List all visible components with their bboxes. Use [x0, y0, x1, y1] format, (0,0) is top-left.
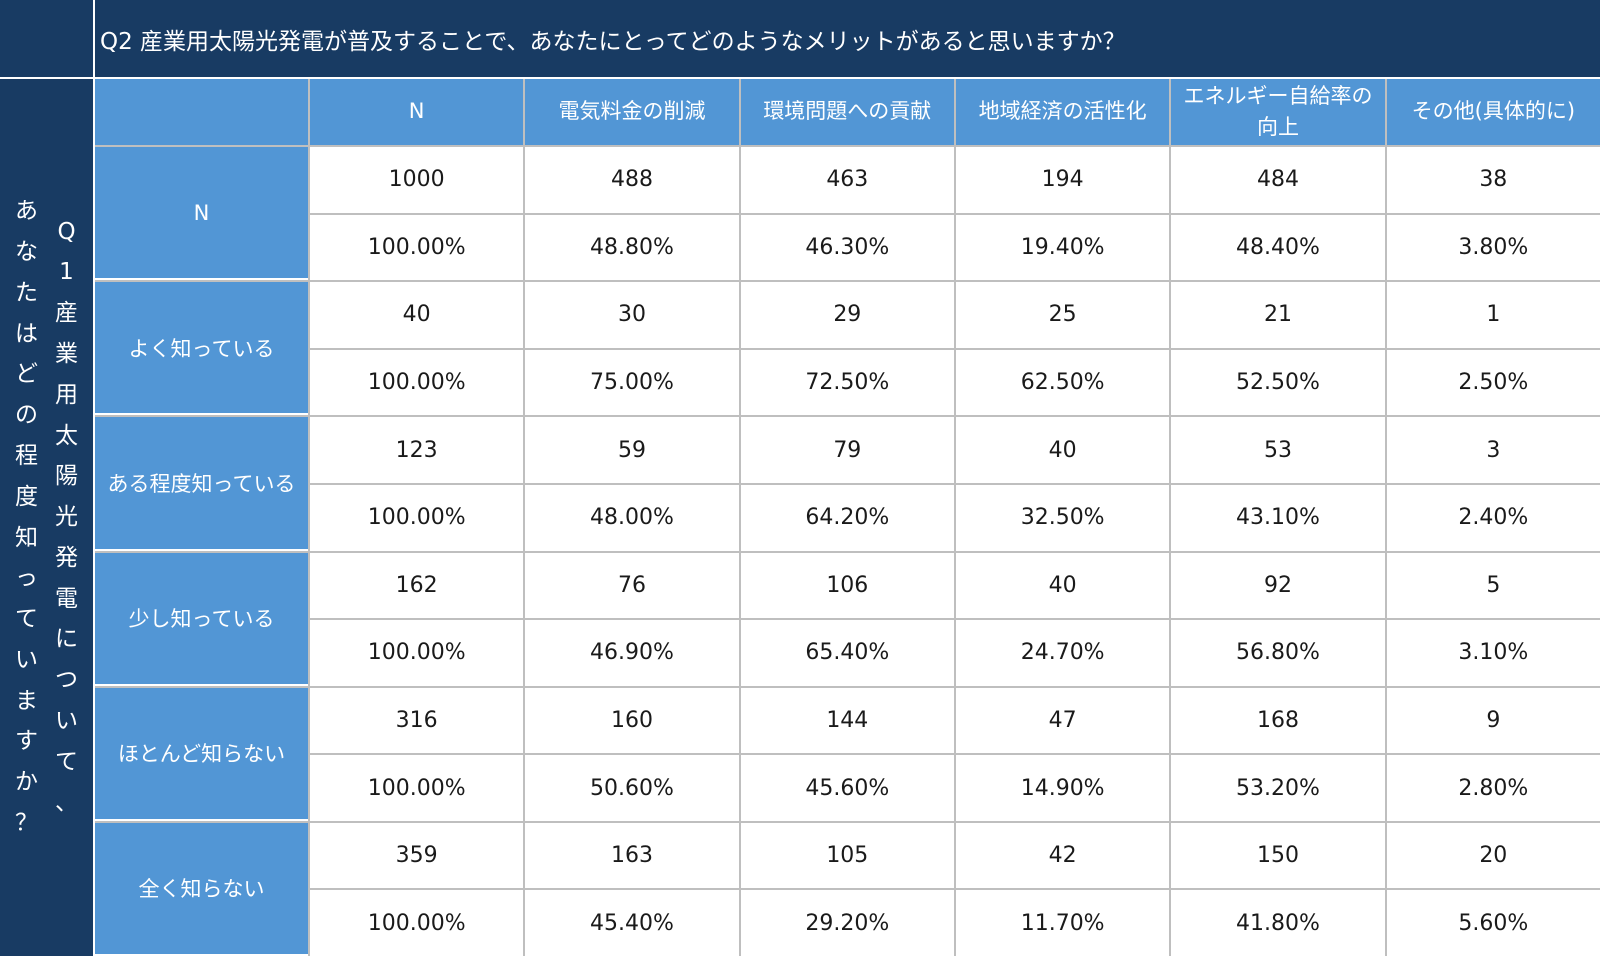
- percent-cell: 48.80%: [525, 214, 739, 281]
- column-header: 地域経済の活性化: [955, 79, 1170, 145]
- column-header: エネルギー自給率の向上: [1171, 79, 1385, 145]
- row-label: 少し知っている: [95, 552, 308, 686]
- percent-cell: 100.00%: [310, 755, 524, 821]
- count-cell: 150: [1171, 822, 1385, 889]
- count-cell: 5: [1386, 552, 1600, 619]
- count-cell: 1000: [310, 147, 524, 213]
- count-cell: 92: [1171, 552, 1385, 619]
- column-header: 環境問題への貢献: [740, 79, 954, 145]
- corner-header-cell: [95, 79, 308, 145]
- count-cell: 1: [1386, 282, 1600, 348]
- percent-cell: 100.00%: [310, 620, 524, 686]
- percent-cell: 72.50%: [740, 349, 954, 416]
- percent-cell: 2.50%: [1386, 349, 1600, 416]
- count-cell: 162: [310, 552, 524, 619]
- percent-cell: 100.00%: [310, 484, 524, 551]
- count-cell: 105: [740, 822, 954, 889]
- percent-cell: 32.50%: [955, 484, 1170, 551]
- column-header: N: [310, 79, 524, 145]
- count-cell: 359: [310, 822, 524, 889]
- count-cell: 53: [1171, 417, 1385, 483]
- count-cell: 194: [955, 147, 1170, 213]
- percent-cell: 3.10%: [1386, 620, 1600, 686]
- divider: [0, 77, 1600, 79]
- count-cell: 106: [740, 552, 954, 619]
- percent-cell: 52.50%: [1171, 349, 1385, 416]
- divider: [93, 0, 95, 956]
- q1-title-column: あなたはどの程度知っていますか？: [15, 198, 38, 837]
- q1-title-column: Q 1 産業用太陽光発電について、: [55, 218, 78, 816]
- count-cell: 59: [525, 417, 739, 483]
- percent-cell: 29.20%: [740, 890, 954, 956]
- count-cell: 79: [740, 417, 954, 483]
- count-cell: 163: [525, 822, 739, 889]
- count-cell: 40: [955, 552, 1170, 619]
- percent-cell: 3.80%: [1386, 214, 1600, 281]
- row-label: ある程度知っている: [95, 417, 308, 551]
- row-label: 全く知らない: [95, 822, 308, 956]
- count-cell: 38: [1386, 147, 1600, 213]
- row-label: ほとんど知らない: [95, 687, 308, 821]
- q1-question-title: Q 1 産業用太陽光発電について、あなたはどの程度知っていますか？: [0, 79, 93, 956]
- column-header: その他(具体的に): [1386, 79, 1600, 145]
- percent-cell: 48.00%: [525, 484, 739, 551]
- percent-cell: 43.10%: [1171, 484, 1385, 551]
- q2-question-title: Q2 産業用太陽光発電が普及することで、あなたにとってどのようなメリットがあると…: [95, 0, 1600, 77]
- percent-cell: 14.90%: [955, 755, 1170, 821]
- percent-cell: 11.70%: [955, 890, 1170, 956]
- percent-cell: 65.40%: [740, 620, 954, 686]
- count-cell: 21: [1171, 282, 1385, 348]
- percent-cell: 62.50%: [955, 349, 1170, 416]
- count-cell: 40: [955, 417, 1170, 483]
- percent-cell: 56.80%: [1171, 620, 1385, 686]
- percent-cell: 46.90%: [525, 620, 739, 686]
- count-cell: 3: [1386, 417, 1600, 483]
- percent-cell: 64.20%: [740, 484, 954, 551]
- count-cell: 484: [1171, 147, 1385, 213]
- count-cell: 123: [310, 417, 524, 483]
- percent-cell: 45.40%: [525, 890, 739, 956]
- count-cell: 76: [525, 552, 739, 619]
- percent-cell: 100.00%: [310, 214, 524, 281]
- count-cell: 9: [1386, 687, 1600, 754]
- count-cell: 29: [740, 282, 954, 348]
- count-cell: 30: [525, 282, 739, 348]
- count-cell: 20: [1386, 822, 1600, 889]
- count-cell: 168: [1171, 687, 1385, 754]
- column-header: 電気料金の削減: [525, 79, 739, 145]
- count-cell: 40: [310, 282, 524, 348]
- percent-cell: 41.80%: [1171, 890, 1385, 956]
- corner-block: [0, 0, 93, 77]
- count-cell: 47: [955, 687, 1170, 754]
- percent-cell: 48.40%: [1171, 214, 1385, 281]
- percent-cell: 46.30%: [740, 214, 954, 281]
- percent-cell: 2.40%: [1386, 484, 1600, 551]
- count-cell: 42: [955, 822, 1170, 889]
- percent-cell: 45.60%: [740, 755, 954, 821]
- count-cell: 160: [525, 687, 739, 754]
- crosstab-table: N 電気料金の削減 環境問題への貢献 地域経済の活性化 エネルギー自給率の向上 その他(具…: [95, 79, 1600, 956]
- count-cell: 488: [525, 147, 739, 213]
- row-label: よく知っている: [95, 282, 308, 416]
- percent-cell: 100.00%: [310, 890, 524, 956]
- percent-cell: 24.70%: [955, 620, 1170, 686]
- percent-cell: 2.80%: [1386, 755, 1600, 821]
- percent-cell: 50.60%: [525, 755, 739, 821]
- count-cell: 463: [740, 147, 954, 213]
- percent-cell: 53.20%: [1171, 755, 1385, 821]
- count-cell: 316: [310, 687, 524, 754]
- count-cell: 25: [955, 282, 1170, 348]
- percent-cell: 19.40%: [955, 214, 1170, 281]
- percent-cell: 5.60%: [1386, 890, 1600, 956]
- row-label: N: [95, 147, 308, 281]
- percent-cell: 75.00%: [525, 349, 739, 416]
- percent-cell: 100.00%: [310, 349, 524, 416]
- count-cell: 144: [740, 687, 954, 754]
